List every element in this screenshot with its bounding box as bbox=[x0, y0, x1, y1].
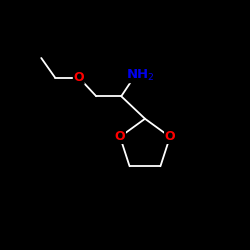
Text: O: O bbox=[74, 71, 84, 84]
Text: O: O bbox=[115, 130, 125, 143]
Text: NH$_2$: NH$_2$ bbox=[126, 68, 154, 82]
Text: O: O bbox=[165, 130, 175, 143]
